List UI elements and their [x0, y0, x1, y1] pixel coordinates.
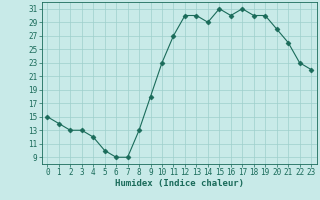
- X-axis label: Humidex (Indice chaleur): Humidex (Indice chaleur): [115, 179, 244, 188]
